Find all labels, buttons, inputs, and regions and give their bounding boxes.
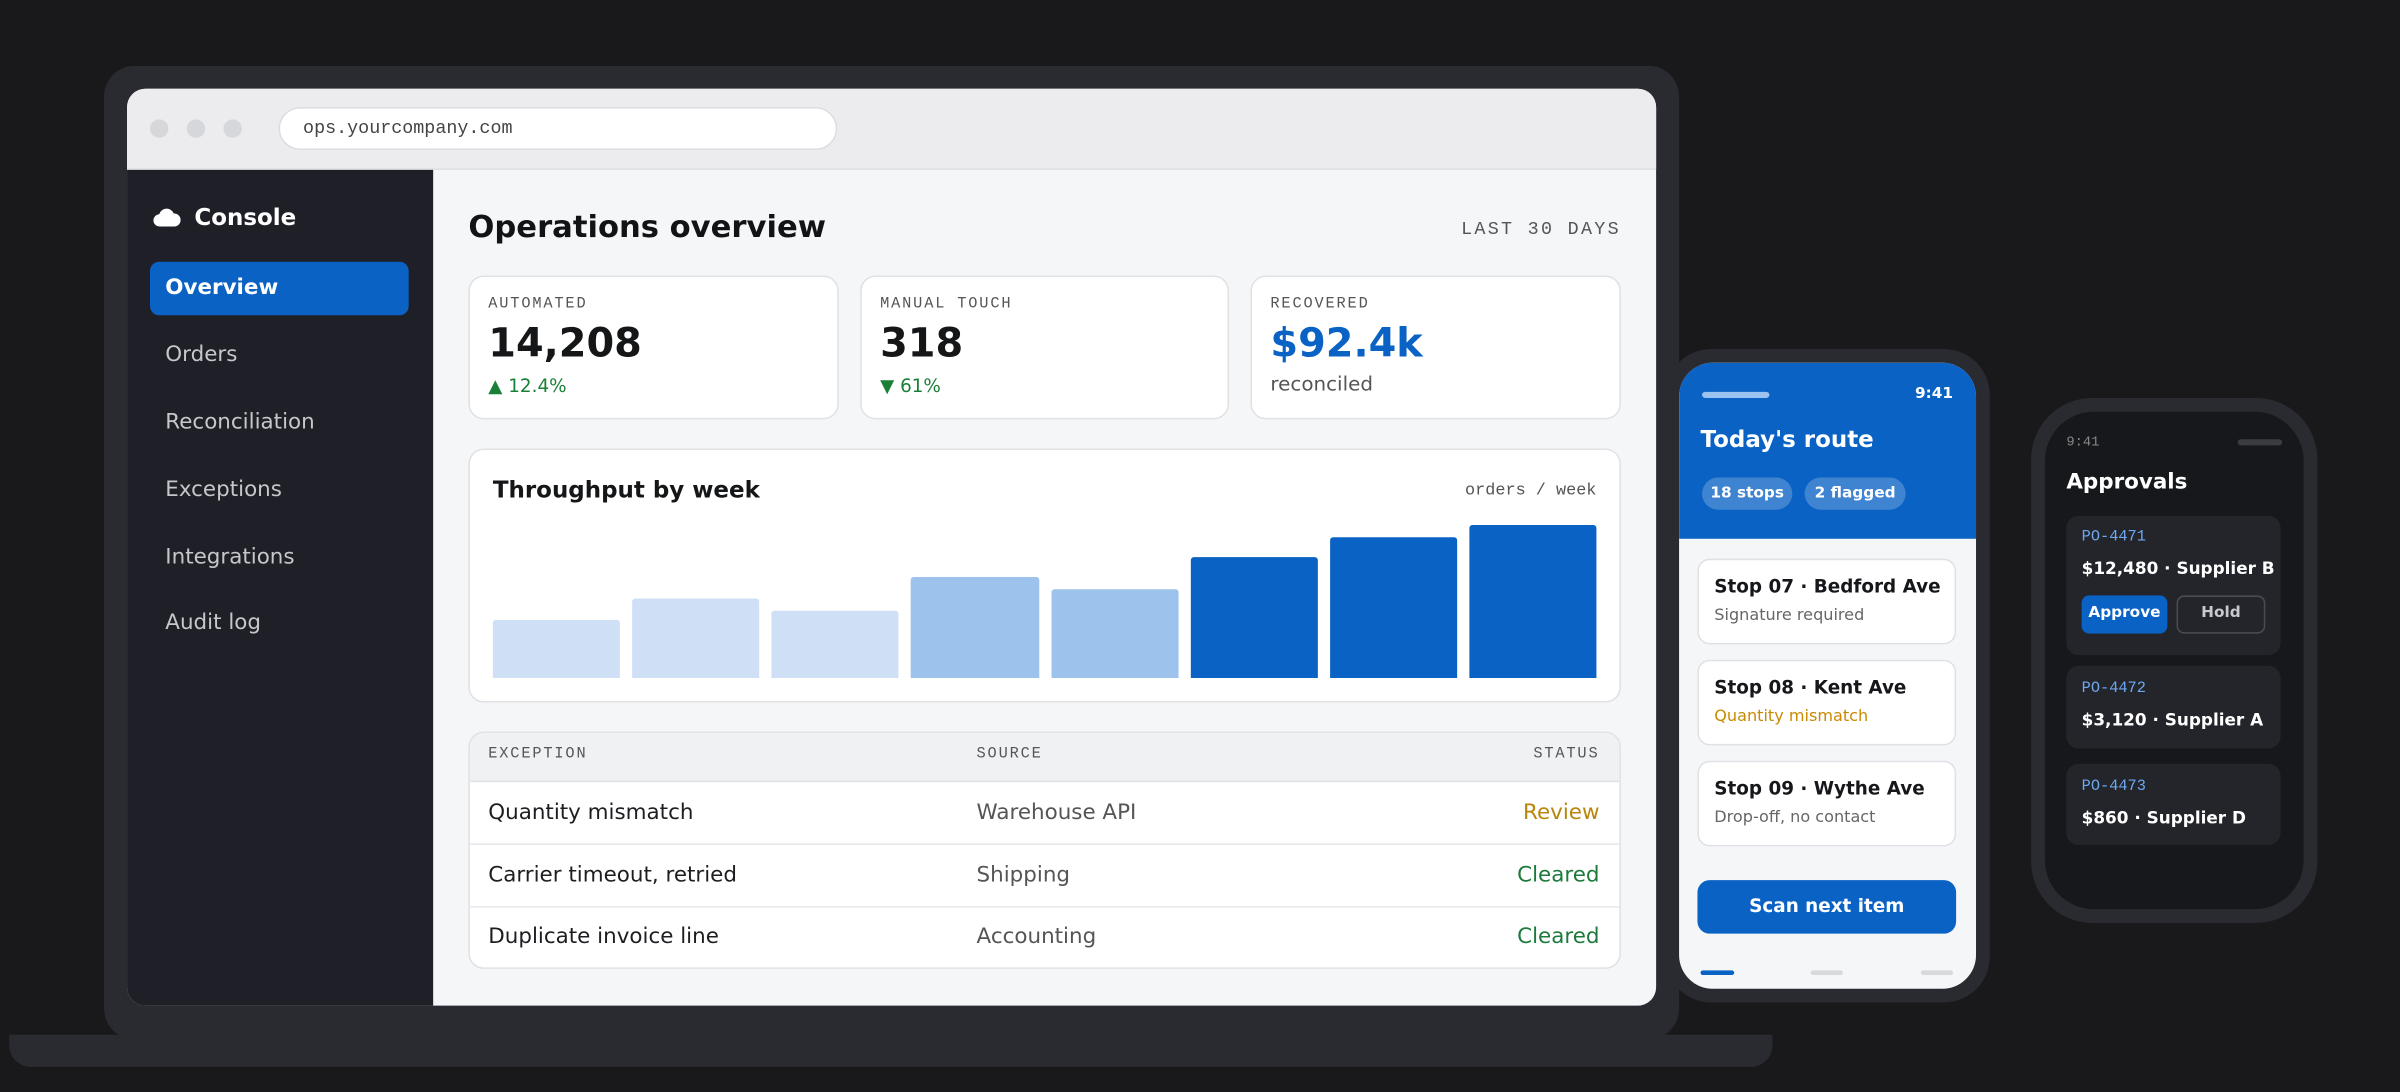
row-divider bbox=[469, 843, 1620, 845]
nav-item[interactable]: Exceptions bbox=[165, 477, 282, 503]
bar bbox=[1190, 557, 1318, 679]
url: ops.yourcompany.com bbox=[303, 117, 513, 140]
stop-card[interactable] bbox=[1697, 760, 1957, 847]
tab-indicator[interactable] bbox=[1920, 970, 1954, 975]
cell: Carrier timeout, retried bbox=[488, 863, 737, 888]
kpi-value: 318 bbox=[880, 321, 964, 368]
nav-item[interactable]: Reconciliation bbox=[165, 410, 315, 435]
chip-label: 2 flagged bbox=[1814, 485, 1896, 503]
nav-item[interactable]: Orders bbox=[165, 342, 238, 368]
kpi-value: $92.4k bbox=[1270, 321, 1423, 368]
bar bbox=[632, 598, 760, 679]
kpi-label: RECOVERED bbox=[1270, 296, 1370, 314]
cell: Duplicate invoice line bbox=[488, 924, 719, 949]
po-amount: $3,120 · Supplier A bbox=[2081, 710, 2264, 731]
hold-button[interactable] bbox=[2176, 595, 2266, 634]
bar bbox=[1050, 589, 1178, 679]
bar bbox=[1469, 524, 1597, 679]
kpi-note: reconciled bbox=[1270, 373, 1374, 397]
kpi-card bbox=[468, 275, 839, 420]
status: Cleared bbox=[1517, 924, 1600, 949]
watch-title: Approvals bbox=[2066, 469, 2188, 495]
nav-item[interactable]: Audit log bbox=[165, 610, 261, 636]
watch-time: 9:41 bbox=[2066, 434, 2100, 450]
nav-item[interactable]: Integrations bbox=[165, 544, 295, 570]
laptop-base bbox=[9, 1034, 1773, 1067]
kpi-label: MANUAL TOUCH bbox=[880, 296, 1013, 314]
window-dot bbox=[149, 119, 169, 138]
cell: Shipping bbox=[976, 863, 1071, 888]
phone-title: Today's route bbox=[1700, 425, 1874, 454]
chart-unit: orders / week bbox=[1465, 482, 1597, 501]
cell: Accounting bbox=[976, 924, 1097, 949]
hold-label: Hold bbox=[2201, 604, 2241, 622]
kpi-delta: ▲ 12.4% bbox=[488, 374, 567, 397]
stop-note: Quantity mismatch bbox=[1714, 707, 1869, 726]
bar bbox=[1329, 537, 1457, 679]
kpi-label: AUTOMATED bbox=[488, 296, 588, 314]
approval-card bbox=[2066, 763, 2281, 845]
approve-label: Approve bbox=[2088, 604, 2161, 622]
status: Cleared bbox=[1517, 863, 1600, 888]
stop-card[interactable] bbox=[1697, 558, 1957, 645]
window-dot bbox=[186, 119, 206, 138]
kpi-card bbox=[1250, 275, 1621, 420]
chip bbox=[1804, 477, 1906, 510]
po-id: PO-4471 bbox=[2081, 529, 2146, 547]
row-divider bbox=[469, 906, 1620, 908]
po-id: PO-4473 bbox=[2081, 779, 2146, 796]
table-card bbox=[468, 731, 1621, 969]
scan-button[interactable] bbox=[1697, 880, 1957, 934]
chip-label: 18 stops bbox=[1710, 485, 1785, 503]
po-amount: $860 · Supplier D bbox=[2081, 808, 2246, 829]
status: Review bbox=[1523, 800, 1600, 825]
chart-title: Throughput by week bbox=[492, 476, 760, 504]
url-field[interactable] bbox=[278, 107, 838, 150]
table-header: EXCEPTION bbox=[488, 746, 588, 764]
stop-note: Drop-off, no contact bbox=[1714, 808, 1876, 827]
table-header: SOURCE bbox=[976, 746, 1043, 764]
tab-indicator[interactable] bbox=[1700, 970, 1735, 975]
window-dot bbox=[223, 119, 242, 138]
approval-card bbox=[2066, 665, 2281, 749]
phone-time: 9:41 bbox=[1914, 385, 1954, 403]
table-header-bg bbox=[469, 733, 1620, 783]
chip bbox=[1702, 477, 1793, 510]
bar bbox=[771, 610, 900, 679]
page-title: Operations overview bbox=[468, 208, 827, 245]
period: LAST 30 DAYS bbox=[1461, 218, 1621, 241]
bar bbox=[911, 577, 1039, 679]
kpi-value: 14,208 bbox=[488, 321, 642, 368]
stop-note: Signature required bbox=[1714, 606, 1865, 625]
cell: Quantity mismatch bbox=[488, 800, 694, 825]
status-pill bbox=[1702, 391, 1770, 398]
po-amount: $12,480 · Supplier B bbox=[2081, 558, 2275, 579]
cloud-icon bbox=[153, 208, 181, 227]
cell: Warehouse API bbox=[976, 800, 1137, 825]
nav-item[interactable]: Overview bbox=[165, 275, 279, 300]
watch-pill bbox=[2237, 439, 2283, 446]
chart-plot bbox=[492, 524, 1597, 679]
stop-title: Stop 07 · Bedford Ave bbox=[1714, 575, 1941, 597]
brand: Console bbox=[194, 203, 297, 232]
approve-button[interactable] bbox=[2081, 595, 2168, 634]
stop-title: Stop 09 · Wythe Ave bbox=[1714, 777, 1925, 799]
nav-active[interactable] bbox=[149, 261, 409, 316]
bar bbox=[492, 619, 621, 679]
tab-indicator[interactable] bbox=[1810, 970, 1843, 975]
table-header: STATUS bbox=[1533, 746, 1600, 764]
scan-button-label: Scan next item bbox=[1749, 895, 1905, 917]
stop-card[interactable] bbox=[1697, 659, 1957, 746]
kpi-card bbox=[860, 275, 1230, 420]
stop-title: Stop 08 · Kent Ave bbox=[1714, 676, 1907, 698]
po-id: PO-4472 bbox=[2081, 681, 2146, 698]
kpi-delta: ▼ 61% bbox=[880, 374, 941, 397]
